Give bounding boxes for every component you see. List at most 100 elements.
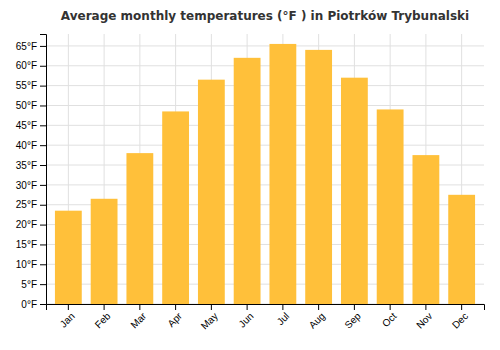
tick-mark [247,304,248,310]
grid-line [46,145,484,146]
tick: 5°F [21,279,46,290]
axis-line [47,305,485,311]
tick-label: 20°F [16,219,37,230]
tick-mark [354,304,355,310]
tick-label: Jun [236,310,255,329]
tick-mark [390,304,391,310]
tick-mark [104,304,105,310]
tick-mark [318,304,319,310]
bar [234,58,261,304]
tick: Jul [275,304,292,327]
tick: 20°F [16,219,46,230]
bar [126,153,153,304]
x-axis: Jan Feb Mar Apr May Jun Jul Aug Sep Oct Nov Dec [47,304,485,332]
tick: 35°F [16,160,46,171]
plot-area [55,44,475,304]
tick-label: Apr [165,310,184,329]
tick: Nov [414,304,434,331]
bar [198,80,225,304]
y-axis: 0°F 5°F 10°F 15°F 20°F 25°F 30°F 35°F 40°F 45°F 50… [16,35,47,310]
tick-mark [40,244,46,245]
tick-mark [461,304,462,310]
tick-label: May [199,310,220,331]
tick-label: 35°F [16,160,37,171]
grid [46,34,484,304]
tick: 55°F [16,80,46,91]
bar [55,211,82,304]
tick-label: 0°F [21,299,37,310]
tick: 25°F [16,199,46,210]
tick-label: Sep [343,310,364,331]
tick-mark [40,86,46,87]
tick: 10°F [16,259,46,270]
tick-mark [40,264,46,265]
tick: 0°F [21,299,46,310]
tick: 30°F [16,180,46,191]
tick: Apr [165,304,184,329]
tick: Feb [93,304,113,330]
tick-label: Nov [414,310,434,330]
tick: 50°F [16,100,46,111]
tick: Sep [343,304,364,331]
tick: 45°F [16,120,46,131]
tick-label: Oct [380,310,399,329]
tick-mark [40,46,46,47]
tick-label: 55°F [16,80,37,91]
tick-label: 40°F [16,140,37,151]
grid-line [46,65,484,66]
bar [162,111,189,304]
tick-mark [40,304,46,305]
tick: 15°F [16,239,46,250]
tick: Oct [380,304,399,329]
title: Average monthly temperatures (°F ) in Pi… [61,9,469,23]
tick-label: 25°F [16,199,37,210]
tick: 60°F [16,60,46,71]
tick-mark [68,304,69,310]
tick: Jun [236,304,255,330]
bar [377,109,404,304]
bar [448,195,475,304]
tick-mark [40,145,46,146]
bar [91,199,118,304]
tick-mark [175,304,176,310]
tick: 65°F [16,41,46,52]
tick: May [199,304,220,332]
tick-label: Jan [58,310,77,329]
tick: Mar [128,304,148,330]
tick-label: Feb [93,310,113,330]
axis-line [40,35,47,305]
tick-mark [40,225,46,226]
tick-label: 15°F [16,239,37,250]
tick-label: Dec [450,310,470,330]
tick-label: 65°F [16,41,37,52]
tick-label: 30°F [16,180,37,191]
bar [412,155,439,304]
grid-line [46,125,484,126]
tick-mark [282,304,283,310]
tick-label: 10°F [16,259,37,270]
tick-mark [139,304,140,310]
tick: Dec [450,304,470,331]
grid-line [46,45,484,46]
tick-label: 5°F [21,279,37,290]
tick-label: Aug [307,310,327,330]
tick-mark [40,165,46,166]
grid-line [46,85,484,86]
tick: Jan [58,304,77,330]
tick-label: Mar [128,310,148,330]
grid-line [46,105,484,106]
bar [269,44,296,304]
tick-label: 45°F [16,120,37,131]
tick-mark [425,304,426,310]
chart: 0°F 5°F 10°F 15°F 20°F 25°F 30°F 35°F 40°F 45°F 50… [0,0,500,350]
tick-mark [211,304,212,310]
tick-label: 50°F [16,100,37,111]
tick-mark [40,125,46,126]
tick-label: 60°F [16,60,37,71]
bar [341,78,368,304]
tick-mark [40,284,46,285]
tick-mark [40,105,46,106]
tick-label: Jul [275,310,292,327]
tick: Aug [307,304,327,331]
tick-mark [40,205,46,206]
